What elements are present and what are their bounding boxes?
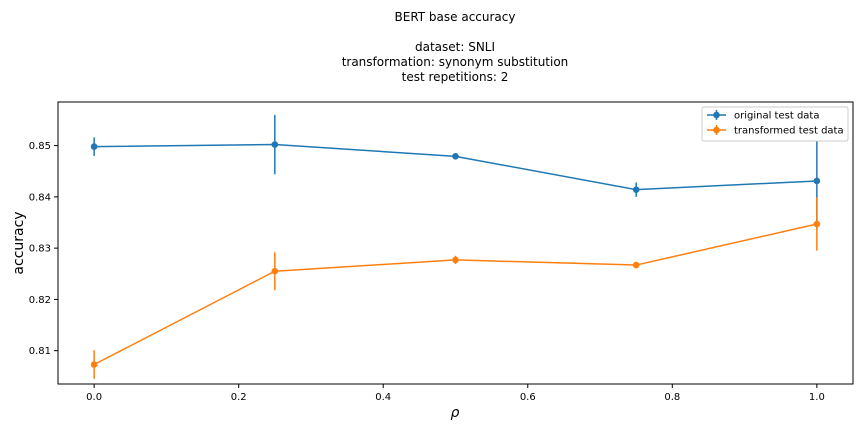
legend-label-original: original test data xyxy=(734,111,819,122)
x-tick-label: 0.8 xyxy=(664,392,680,403)
title-line-5: test repetitions: 2 xyxy=(402,70,509,84)
data-point-transformed xyxy=(452,256,459,264)
x-axis-ticks: 0.0 0.2 0.4 0.6 0.8 1.0 xyxy=(86,384,825,403)
y-tick-label: 0.85 xyxy=(29,141,51,152)
data-point-original xyxy=(271,141,279,148)
plot-area xyxy=(90,114,821,379)
legend-entry-original: original test data xyxy=(707,110,819,122)
y-tick-label: 0.84 xyxy=(29,192,51,203)
x-axis-label: ρ xyxy=(451,405,460,421)
series-transformed xyxy=(90,197,821,379)
legend-marker-transformed xyxy=(713,126,720,134)
series-line-transformed xyxy=(93,223,818,366)
legend-marker-original xyxy=(713,111,720,119)
x-tick-label: 1.0 xyxy=(809,392,825,403)
data-point-original xyxy=(90,143,98,150)
data-point-original xyxy=(632,186,640,193)
data-point-transformed xyxy=(632,261,640,269)
legend-label-transformed: transformed test data xyxy=(734,126,844,137)
data-point-transformed xyxy=(813,220,821,228)
x-tick-label: 0.2 xyxy=(231,392,247,403)
legend-box xyxy=(701,106,849,142)
legend: original test data transformed test data xyxy=(701,106,849,142)
y-axis-label: accuracy xyxy=(11,211,27,274)
data-point-transformed xyxy=(90,361,98,368)
y-axis-ticks: 0.81 0.82 0.83 0.84 0.85 xyxy=(29,141,58,357)
chart-title: BERT base accuracy dataset: SNLI transfo… xyxy=(342,10,569,84)
title-line-3: dataset: SNLI xyxy=(415,40,495,54)
y-tick-label: 0.83 xyxy=(29,244,51,255)
title-line-4: transformation: synonym substitution xyxy=(342,55,569,69)
x-tick-label: 0.0 xyxy=(86,392,102,403)
series-line-original xyxy=(94,143,817,191)
legend-entry-transformed: transformed test data xyxy=(707,125,844,137)
y-tick-label: 0.82 xyxy=(29,295,51,306)
x-tick-label: 0.6 xyxy=(520,392,536,403)
y-tick-label: 0.81 xyxy=(29,346,51,357)
title-line-1: BERT base accuracy xyxy=(395,10,516,24)
plot-frame xyxy=(57,101,854,385)
data-point-transformed xyxy=(271,267,279,275)
x-tick-label: 0.4 xyxy=(375,392,391,403)
data-point-original xyxy=(452,153,459,160)
data-point-original xyxy=(813,177,821,185)
